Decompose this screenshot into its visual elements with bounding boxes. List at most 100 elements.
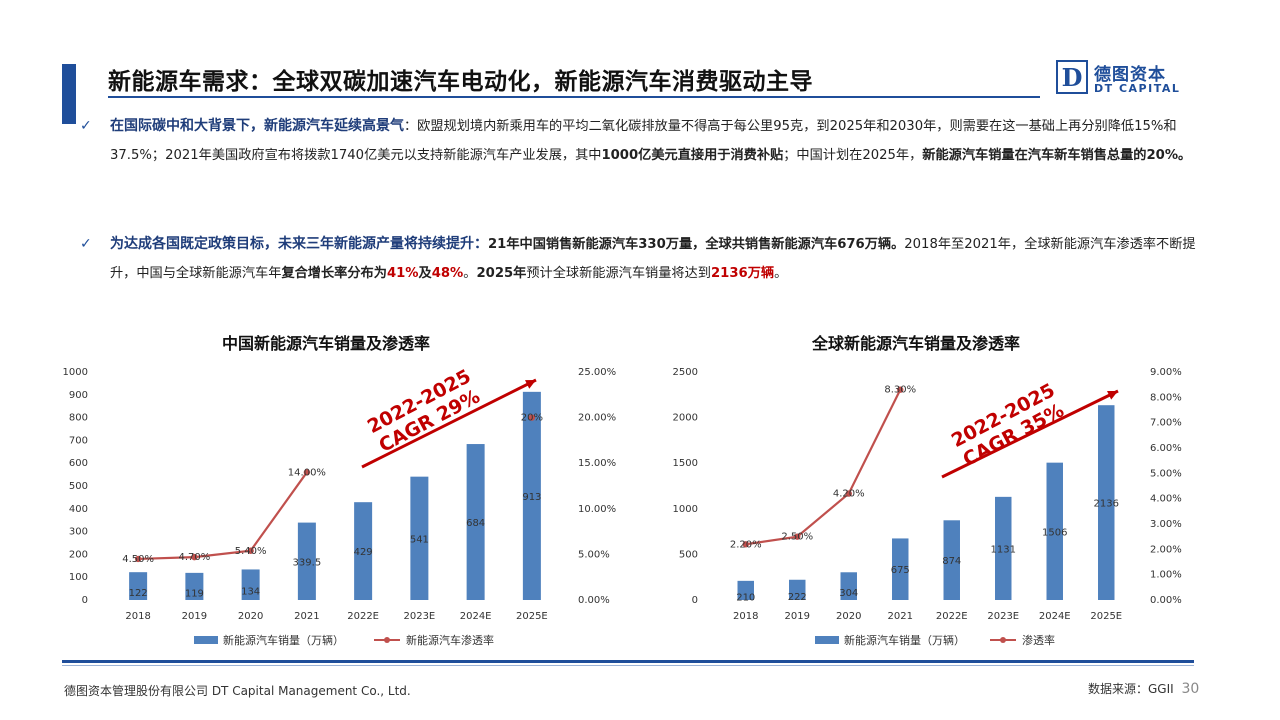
y-left-tick-label: 600 (69, 458, 88, 469)
page-title: 新能源车需求：全球双碳加速汽车电动化，新能源汽车消费驱动主导 (108, 69, 813, 95)
line-point (897, 386, 904, 393)
bullet-1-segment: 新能源汽车销量在汽车新车销售总量的20%。 (922, 148, 1192, 163)
bar-data-label: 1131 (991, 544, 1016, 555)
bullet-text-2: 为达成各国既定政策目标，未来三年新能源产量将持续提升：21年中国销售新能源汽车3… (90, 230, 1200, 288)
line-point (742, 541, 749, 548)
bar (297, 522, 316, 600)
line-data-label: 2.50% (781, 532, 813, 543)
bullet-2-segment: 21年中国销售新能源汽车330万量，全球共销售新能源汽车676万辆。 (488, 237, 905, 252)
y-left-tick-label: 0 (82, 595, 88, 606)
bar-data-label: 675 (891, 565, 910, 576)
y-right-tick-label: 0.00% (578, 595, 610, 606)
x-tick-label: 2022E (347, 611, 379, 622)
bar-data-label: 684 (466, 518, 485, 529)
line-point (845, 490, 852, 497)
line-data-label: 4.20% (833, 489, 865, 500)
bar (892, 538, 909, 600)
bullet-2-segment: 2136万辆 (711, 266, 775, 281)
logo-chinese-name: 德图资本 (1094, 65, 1166, 85)
y-left-tick-label: 1000 (63, 367, 88, 378)
bullet-paragraph-2: ✓ 为达成各国既定政策目标，未来三年新能源产量将持续提升：21年中国销售新能源汽… (80, 230, 1200, 288)
footer-divider-thin (62, 665, 1194, 666)
cagr-arrow (361, 378, 537, 469)
bar-data-label: 134 (241, 587, 260, 598)
bullet-2-segment: 2018年至2021年，全球新能源汽车渗透率不断提升，中国与全球新能源汽车年 (110, 237, 1196, 281)
bar-data-label: 541 (410, 534, 429, 545)
x-tick-label: 2018 (733, 611, 758, 622)
bar-data-label: 119 (185, 588, 204, 599)
y-right-tick-label: 10.00% (578, 504, 616, 515)
bar (737, 580, 754, 600)
y-left-tick-label: 1500 (673, 458, 698, 469)
y-left-tick-label: 0 (692, 595, 698, 606)
bar-data-label: 210 (736, 592, 755, 603)
bar (840, 572, 857, 600)
bullet-2-segment: 。 (463, 266, 477, 281)
bullet-1-segment: ：欧盟规划境内新乘用车的平均二氧化碳排放量不得高于每公里95克，到2025年和2… (110, 119, 1177, 163)
logo-mark: D (1056, 60, 1088, 94)
bullet-2-segment: 为达成各国既定政策目标，未来三年新能源产量将持续提升： (110, 236, 488, 252)
bullet-text-1: 在国际碳中和大背景下，新能源汽车延续高景气：欧盟规划境内新乘用车的平均二氧化碳排… (90, 112, 1200, 170)
line-data-label: 14.00% (288, 467, 326, 478)
y-left-tick-label: 900 (69, 390, 88, 401)
line-data-label: 5.40% (235, 546, 267, 557)
legend-line-marker (1000, 637, 1006, 643)
bullet-2-segment: 41% (386, 266, 419, 281)
y-left-tick-label: 2500 (673, 367, 698, 378)
line-data-label: 8.30% (884, 385, 916, 396)
bar-data-label: 913 (522, 492, 541, 503)
legend-label: 新能源汽车销量（万辆） (844, 633, 965, 647)
y-right-tick-label: 9.00% (1150, 367, 1182, 378)
bullet-2-segment: 。 (774, 266, 788, 281)
x-tick-label: 2021 (294, 611, 319, 622)
y-left-tick-label: 800 (69, 413, 88, 424)
line-data-label: 4.50% (122, 554, 154, 565)
bar (789, 579, 806, 600)
series-line (745, 389, 902, 546)
y-right-tick-label: 0.00% (1150, 595, 1182, 606)
check-icon: ✓ (80, 236, 92, 252)
title-underline (108, 96, 1040, 98)
y-right-tick-label: 3.00% (1150, 519, 1182, 530)
legend-bar-swatch (815, 636, 839, 644)
accent-bar (62, 64, 76, 124)
legend-bar-swatch (194, 636, 218, 644)
line-point (528, 414, 536, 421)
y-right-tick-label: 1.00% (1150, 570, 1182, 581)
chart-title-china: 中国新能源汽车销量及渗透率 (222, 334, 431, 353)
line-data-label: 2.20% (730, 539, 762, 550)
bar-data-label: 2136 (1094, 499, 1119, 510)
bar (241, 569, 260, 600)
check-icon: ✓ (80, 118, 92, 134)
bar-data-label: 222 (788, 592, 807, 603)
x-tick-label: 2020 (836, 611, 861, 622)
bar-data-label: 429 (354, 547, 373, 558)
bullet-2-segment: 复合增长率分布为 (281, 266, 387, 281)
y-right-tick-label: 4.00% (1150, 494, 1182, 505)
bar (995, 496, 1012, 600)
x-tick-label: 2025E (1090, 611, 1122, 622)
bar-data-label: 304 (839, 588, 858, 599)
y-right-tick-label: 25.00% (578, 367, 616, 378)
y-right-tick-label: 20.00% (578, 413, 616, 424)
y-right-tick-label: 6.00% (1150, 443, 1182, 454)
line-data-label: 4.70% (178, 552, 210, 563)
y-left-tick-label: 1000 (673, 504, 698, 515)
bar (1098, 405, 1115, 600)
bar (1046, 462, 1063, 600)
x-tick-label: 2025E (516, 611, 548, 622)
bar (129, 572, 148, 600)
x-tick-label: 2024E (460, 611, 492, 622)
y-left-tick-label: 500 (69, 481, 88, 492)
source-text: 数据来源：GGII (1088, 682, 1174, 696)
bar (522, 391, 541, 600)
series-line (138, 471, 308, 561)
bullet-1-segment: ；中国计划在2025年， (783, 148, 923, 163)
footer-company: 德图资本管理股份有限公司 DT Capital Management Co., … (64, 684, 411, 698)
y-right-tick-label: 2.00% (1150, 544, 1182, 555)
y-left-tick-label: 300 (69, 527, 88, 538)
x-tick-label: 2023E (403, 611, 435, 622)
legend-label: 渗透率 (1022, 633, 1055, 647)
